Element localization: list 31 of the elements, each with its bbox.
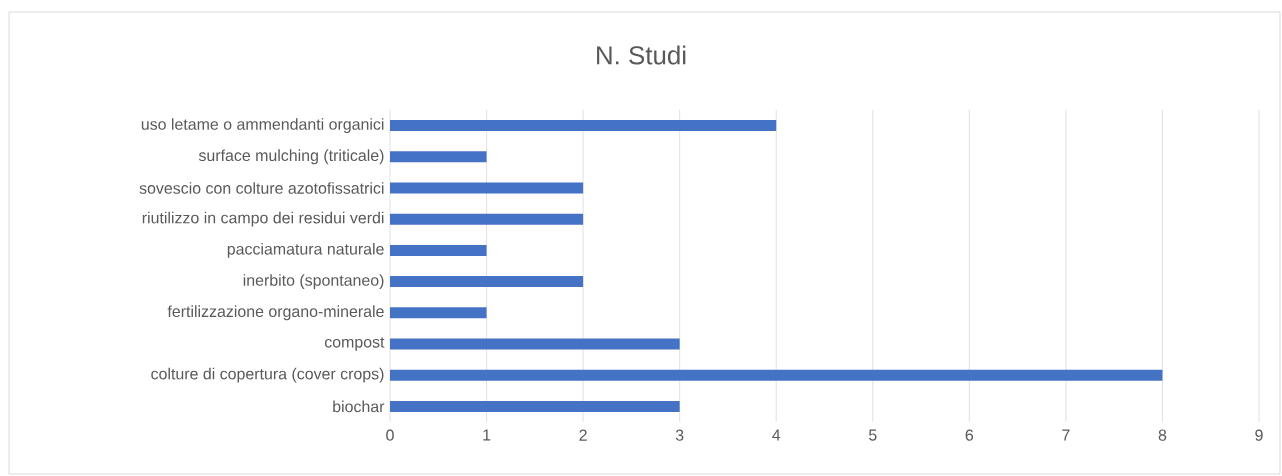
y-tick-label: uso letame o ammendanti organici	[141, 118, 384, 134]
y-tick-label: riutilizzo in campo dei residui verdi	[142, 211, 384, 227]
bar	[390, 276, 584, 288]
chart-title: N. Studi	[597, 45, 686, 65]
bar	[390, 369, 1163, 381]
x-tick-label: 6	[965, 429, 974, 441]
bar	[390, 213, 584, 225]
x-tick-label: 8	[1158, 429, 1167, 441]
bar	[390, 151, 487, 163]
y-tick-label: compost	[324, 337, 385, 351]
y-tick-label: colture di copertura (cover crops)	[151, 367, 384, 383]
x-tick-label: 1	[483, 429, 491, 441]
bar	[390, 244, 487, 256]
bar	[390, 182, 584, 194]
x-tick-label: 4	[772, 429, 781, 441]
bar	[390, 307, 487, 319]
x-tick-label: 5	[868, 429, 877, 441]
bar	[390, 400, 680, 412]
y-tick-label: inerbito (spontaneo)	[243, 274, 384, 290]
x-tick-label: 0	[386, 429, 394, 441]
y-tick-label: fertilizzazione organo-minerale	[167, 305, 384, 321]
bar	[390, 338, 680, 350]
y-tick-label: pacciamatura naturale	[227, 242, 384, 258]
x-tick-label: 3	[675, 429, 684, 441]
x-tick-label: 9	[1255, 429, 1263, 441]
bar	[390, 120, 777, 132]
x-tick-label: 7	[1062, 429, 1070, 441]
y-tick-label: sovescio con colture azotofissatrici	[139, 182, 384, 194]
y-tick-label: surface mulching (triticale)	[198, 149, 384, 165]
x-tick-label: 2	[579, 429, 587, 441]
y-tick-label: biochar	[333, 400, 385, 413]
